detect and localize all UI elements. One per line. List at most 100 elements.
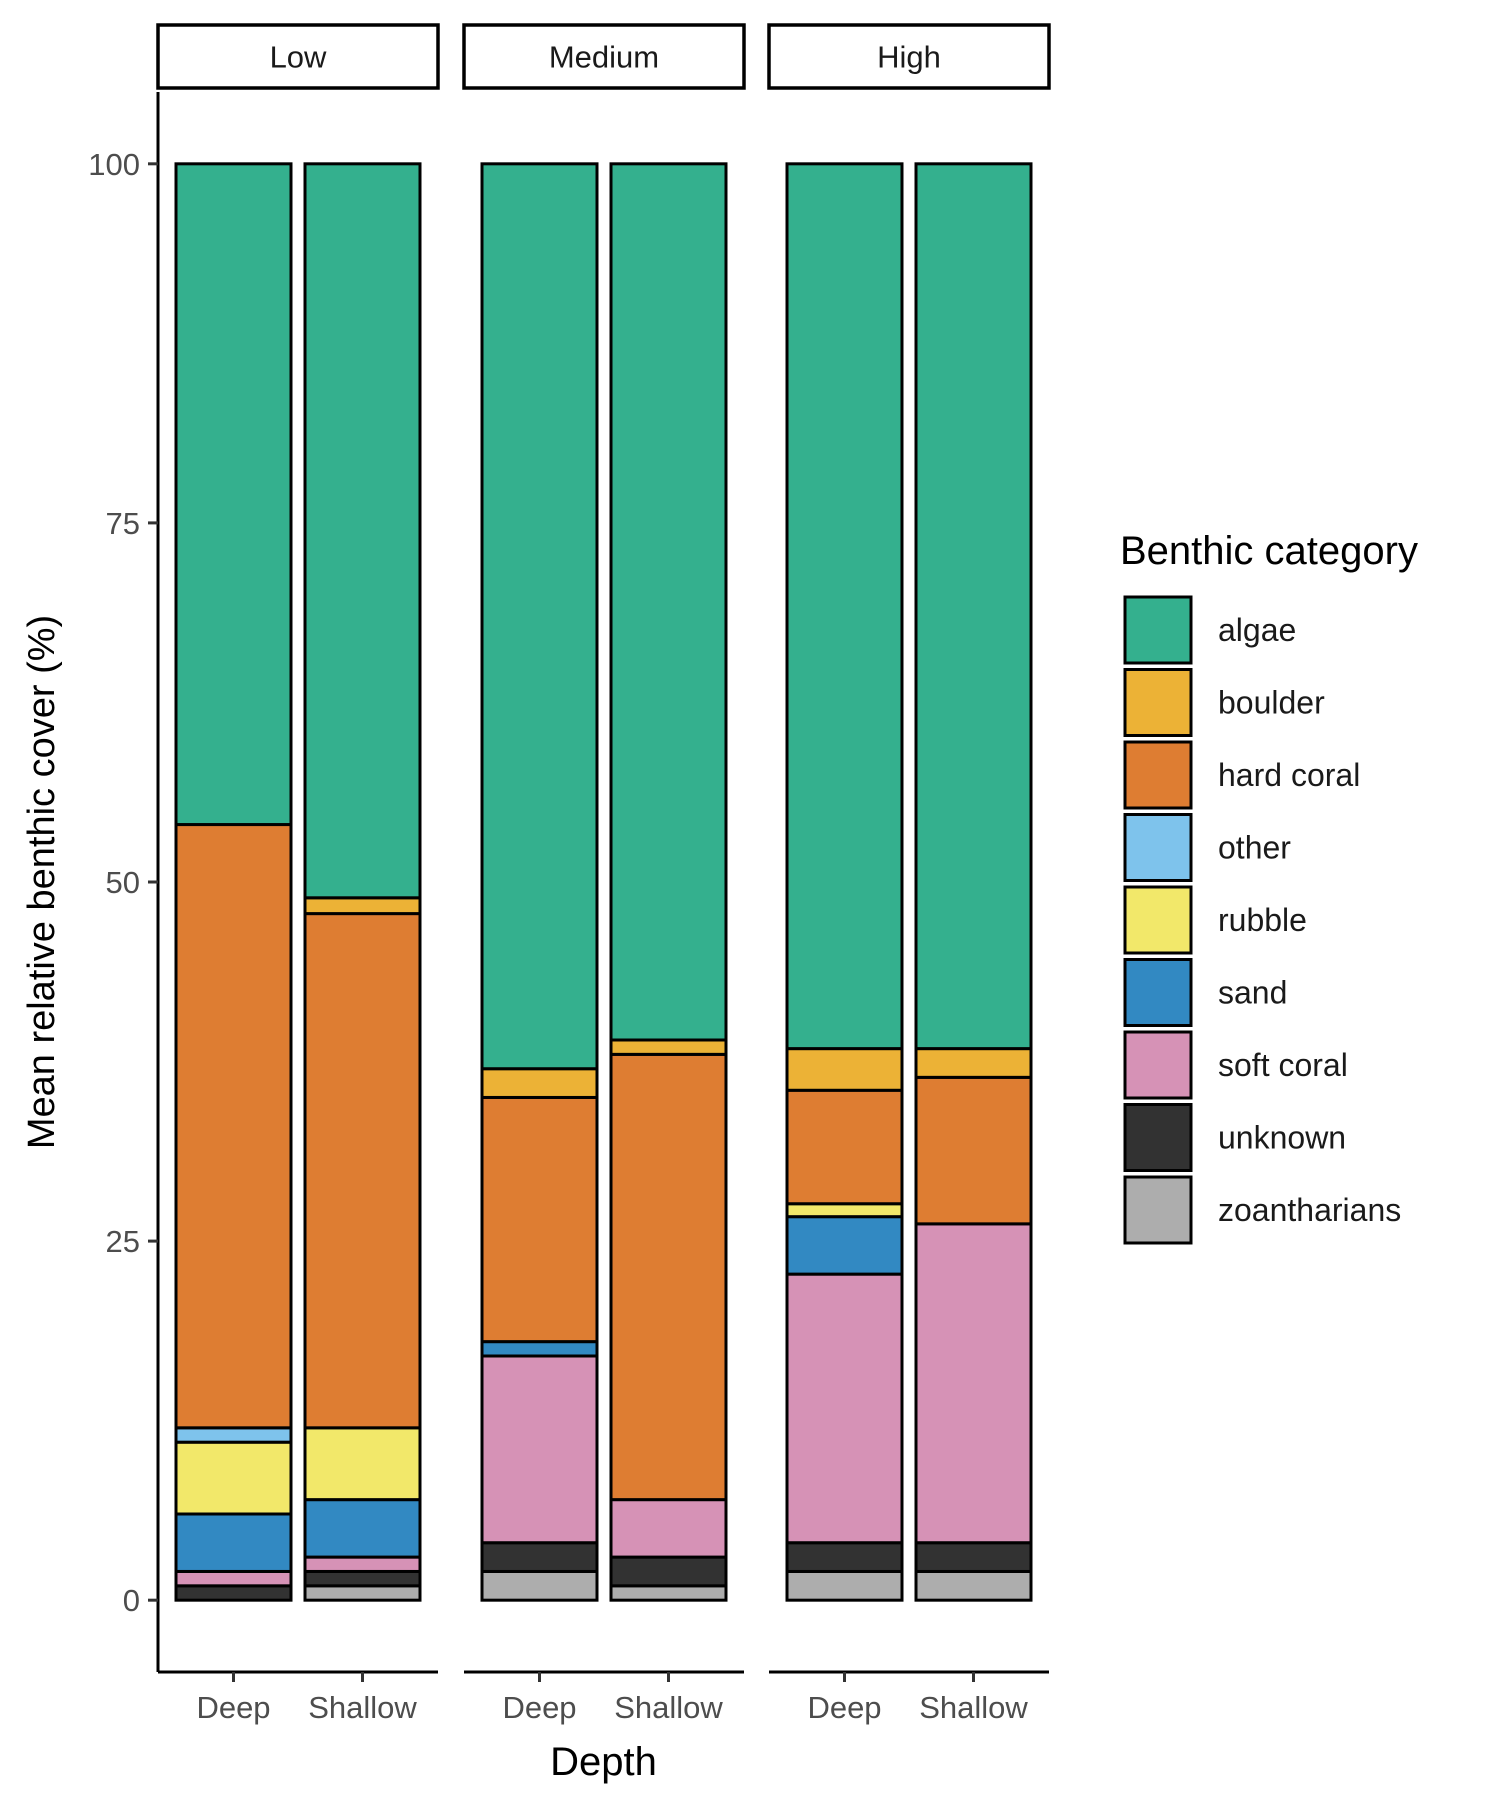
facet-strip-label: Low xyxy=(270,40,327,75)
bar-segment-zoantharians xyxy=(609,1584,728,1602)
bar-segment-boulder xyxy=(480,1067,599,1099)
bar-segment-rubble xyxy=(785,1202,904,1219)
bar-segment-soft-coral xyxy=(174,1569,293,1588)
facet-panels: Low Deep Shallow Medium Deep Shallow High Deep S… xyxy=(156,23,1051,1725)
bar-segment-soft-coral xyxy=(914,1222,1033,1545)
bar-segment-unknown xyxy=(303,1569,422,1588)
panel-medium: Medium Deep Shallow xyxy=(462,23,746,1725)
bar-segment-algae xyxy=(914,162,1033,1051)
bar-segment-soft-coral xyxy=(609,1498,728,1559)
bar-segment-sand xyxy=(303,1498,422,1559)
legend-label: sand xyxy=(1218,975,1287,1011)
bar-segment-hard-coral xyxy=(174,823,293,1430)
x-tick-label: Shallow xyxy=(308,1690,417,1725)
legend-swatch xyxy=(1123,813,1193,882)
bar-segment-algae xyxy=(174,162,293,827)
bar-segment-hard-coral xyxy=(609,1052,728,1502)
bar-segment-other xyxy=(174,1426,293,1444)
legend-item-zoantharians: zoantharians xyxy=(1123,1175,1401,1245)
legend: Benthic category algae boulder hard coral ot… xyxy=(1120,529,1418,1245)
bar-segment-unknown xyxy=(785,1541,904,1573)
bar-segment-hard-coral xyxy=(303,912,422,1430)
panel-high: High Deep Shallow xyxy=(767,23,1051,1725)
legend-swatch xyxy=(1123,1175,1193,1245)
bar-segment-zoantharians xyxy=(303,1584,422,1602)
x-tick-label: Deep xyxy=(502,1690,576,1725)
bar-segment-boulder xyxy=(785,1047,904,1092)
bar-segment-zoantharians xyxy=(785,1569,904,1602)
y-tick-label: 75 xyxy=(106,506,140,541)
x-tick-label: Shallow xyxy=(919,1690,1028,1725)
facet-strip-low xyxy=(156,23,440,90)
legend-label: unknown xyxy=(1218,1120,1346,1156)
y-axis-title: Mean relative benthic cover (%) xyxy=(21,615,63,1149)
panel-low: Low Deep Shallow xyxy=(156,23,440,1725)
bar-segment-algae xyxy=(480,162,599,1071)
x-tick-label: Deep xyxy=(196,1690,270,1725)
bar-segment-sand xyxy=(174,1512,293,1573)
legend-item-unknown: unknown xyxy=(1123,1103,1346,1172)
legend-swatch xyxy=(1123,958,1193,1027)
legend-label: other xyxy=(1218,830,1291,866)
bar-segment-algae xyxy=(609,162,728,1042)
legend-swatch xyxy=(1123,885,1193,955)
y-tick-label: 0 xyxy=(123,1583,140,1618)
bar-segment-rubble xyxy=(174,1440,293,1516)
bar-segment-hard-coral xyxy=(914,1075,1033,1226)
bar-segment-unknown xyxy=(174,1584,293,1602)
legend-item-soft-coral: soft coral xyxy=(1123,1030,1348,1100)
legend-label: zoantharians xyxy=(1218,1192,1401,1228)
y-axis: 0 25 50 75 100 xyxy=(88,92,160,1672)
bar-segment-soft-coral xyxy=(480,1354,599,1545)
bar-segment-boulder xyxy=(914,1047,1033,1079)
x-axis-title: Depth xyxy=(550,1740,657,1784)
y-tick-label: 50 xyxy=(106,865,140,900)
legend-item-sand: sand xyxy=(1123,958,1287,1027)
bar-segment-boulder xyxy=(303,896,422,916)
legend-item-hard-coral: hard coral xyxy=(1123,740,1360,810)
facet-strip-label: Medium xyxy=(549,40,659,75)
legend-swatch xyxy=(1123,1103,1193,1172)
bar-segment-hard-coral xyxy=(480,1095,599,1344)
legend-swatch xyxy=(1123,595,1193,665)
facet-strip-medium xyxy=(462,23,746,90)
bar-segment-unknown xyxy=(480,1541,599,1573)
bar-segment-hard-coral xyxy=(785,1088,904,1206)
bar-segment-zoantharians xyxy=(480,1569,599,1602)
legend-label: boulder xyxy=(1218,685,1325,721)
bar-segment-sand xyxy=(785,1215,904,1276)
legend-label: soft coral xyxy=(1218,1047,1348,1083)
y-tick-label: 25 xyxy=(106,1224,140,1259)
bar-segment-algae xyxy=(785,162,904,1051)
legend-label: rubble xyxy=(1218,902,1307,938)
facet-strip-high xyxy=(767,23,1051,90)
bar-segment-sand xyxy=(480,1340,599,1358)
legend-item-algae: algae xyxy=(1123,595,1296,665)
bar-segment-unknown xyxy=(914,1541,1033,1573)
legend-label: algae xyxy=(1218,612,1296,648)
y-tick-label: 100 xyxy=(88,147,140,182)
bar-low-shallow xyxy=(303,162,422,1602)
legend-label: hard coral xyxy=(1218,757,1360,793)
legend-item-boulder: boulder xyxy=(1123,668,1325,737)
bar-segment-unknown xyxy=(609,1555,728,1588)
legend-swatch xyxy=(1123,668,1193,737)
bar-high-shallow xyxy=(914,162,1033,1602)
legend-swatch xyxy=(1123,740,1193,810)
legend-title: Benthic category xyxy=(1120,529,1418,573)
bar-segment-soft-coral xyxy=(303,1555,422,1573)
bar-medium-shallow xyxy=(609,162,728,1602)
x-tick-label: Deep xyxy=(807,1690,881,1725)
bar-segment-algae xyxy=(303,162,422,900)
bar-segment-rubble xyxy=(303,1426,422,1502)
legend-swatch xyxy=(1123,1030,1193,1100)
bar-segment-soft-coral xyxy=(785,1272,904,1545)
bar-segment-zoantharians xyxy=(914,1569,1033,1602)
bar-low-deep xyxy=(174,162,293,1602)
bar-medium-deep xyxy=(480,162,599,1602)
bar-high-deep xyxy=(785,162,904,1602)
legend-item-other: other xyxy=(1123,813,1291,882)
x-tick-label: Shallow xyxy=(614,1690,723,1725)
bar-segment-boulder xyxy=(609,1038,728,1056)
